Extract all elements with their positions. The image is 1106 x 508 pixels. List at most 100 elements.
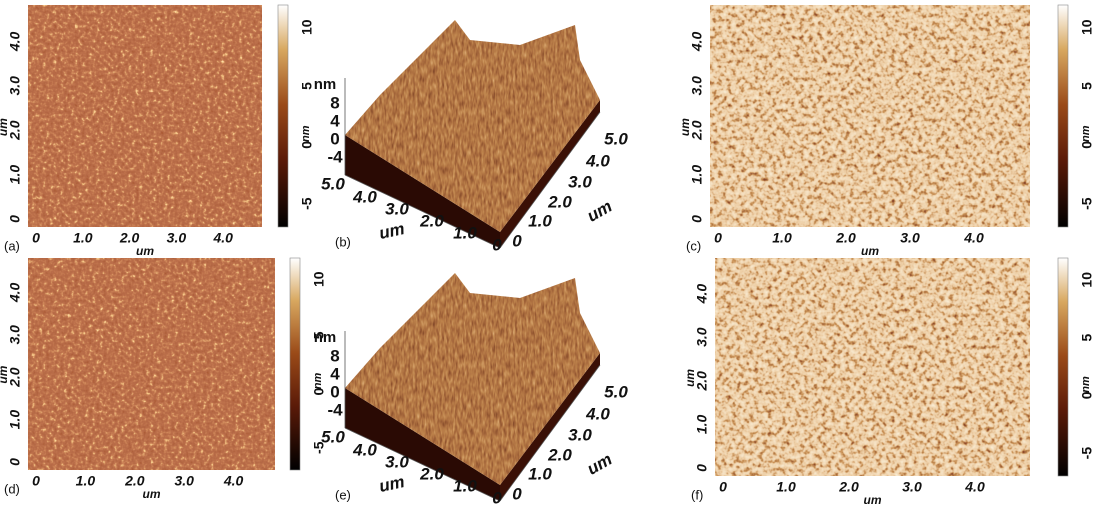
z-tick-label: 4 xyxy=(330,111,340,130)
z-tick-label: 0 xyxy=(330,382,339,401)
panel-label: (f) xyxy=(691,487,703,502)
right-tick-label: 0 xyxy=(512,484,522,503)
x-tick-label: 3.0 xyxy=(167,230,187,246)
left-tick-label: 2.0 xyxy=(419,211,444,230)
left-tick-label: 1.0 xyxy=(453,476,477,495)
figure: 01.02.03.04.0um01.02.03.04.0um(a)1050-5n… xyxy=(0,0,1106,508)
z-axis-title: nm xyxy=(314,76,337,93)
left-axis-title: um xyxy=(377,472,406,496)
right-tick-label: 3.0 xyxy=(568,172,592,191)
x-tick-label: 3.0 xyxy=(900,230,920,246)
x-axis-title: um xyxy=(136,244,154,258)
y-axis-title: um xyxy=(683,369,697,387)
x-tick-label: 3.0 xyxy=(174,473,194,489)
colorbar-tick-label: 10 xyxy=(299,19,315,35)
panel-label: (e) xyxy=(335,487,351,502)
left-axis-title: um xyxy=(377,219,406,243)
left-tick-label: 5.0 xyxy=(321,174,345,193)
y-tick-label: 3.0 xyxy=(7,325,23,345)
left-tick-label: 3.0 xyxy=(385,199,409,218)
right-tick-label: 1.0 xyxy=(528,211,552,230)
right-tick-label: 4.0 xyxy=(585,151,610,170)
y-axis-title: um xyxy=(0,365,10,383)
right-tick-label: 5.0 xyxy=(604,382,628,401)
z-axis-title: nm xyxy=(314,329,337,346)
x-tick-label: 1.0 xyxy=(76,473,96,489)
z-tick-label: 8 xyxy=(330,93,339,112)
x-tick-label: 3.0 xyxy=(902,479,922,495)
z-tick-label: 4 xyxy=(330,364,340,383)
x-tick-label: 4.0 xyxy=(964,479,985,495)
x-tick-label: 1.0 xyxy=(776,479,796,495)
left-tick-label: 0 xyxy=(492,488,502,507)
y-tick-label: 4.0 xyxy=(689,31,705,52)
y-tick-label: 4.0 xyxy=(694,284,710,305)
y-tick-label: 4.0 xyxy=(7,31,23,52)
afm-image xyxy=(715,258,1030,476)
left-tick-label: 2.0 xyxy=(419,464,444,483)
colorbar-tick-label: 5 xyxy=(1079,333,1095,341)
x-tick-label: 2.0 xyxy=(838,479,859,495)
x-tick-label: 4.0 xyxy=(212,230,233,246)
right-axis-title: um xyxy=(584,450,616,479)
panel-label: (c) xyxy=(686,238,701,253)
z-tick-label: 0 xyxy=(330,129,339,148)
left-tick-label: 4.0 xyxy=(352,440,377,459)
y-tick-label: 1.0 xyxy=(694,414,710,434)
colorbar-tick-label: 5 xyxy=(299,82,315,90)
left-tick-label: 4.0 xyxy=(352,187,377,206)
right-tick-label: 4.0 xyxy=(585,404,610,423)
colorbar-unit: nm xyxy=(300,125,312,142)
colorbar xyxy=(278,5,288,227)
colorbar-tick-label: 5 xyxy=(1079,82,1095,90)
y-tick-label: 3.0 xyxy=(7,76,23,96)
y-tick-label: 0 xyxy=(689,215,705,223)
right-tick-label: 2.0 xyxy=(547,192,572,211)
colorbar-tick-label: 10 xyxy=(1079,19,1095,35)
panel-label: (a) xyxy=(4,238,20,253)
colorbar-tick-label: -5 xyxy=(1079,197,1095,210)
x-tick-label: 0 xyxy=(719,479,727,495)
right-tick-label: 2.0 xyxy=(547,445,572,464)
right-tick-label: 5.0 xyxy=(604,129,628,148)
afm-image xyxy=(28,258,275,470)
x-tick-label: 0 xyxy=(32,473,40,489)
x-tick-label: 0 xyxy=(714,230,722,246)
x-tick-label: 1.0 xyxy=(772,230,792,246)
right-tick-label: 1.0 xyxy=(528,464,552,483)
colorbar xyxy=(290,258,300,470)
left-tick-label: 0 xyxy=(492,235,502,254)
x-tick-label: 1.0 xyxy=(73,230,93,246)
x-axis-title: um xyxy=(861,244,879,258)
colorbar-tick-label: -5 xyxy=(1079,447,1095,460)
y-tick-label: 3.0 xyxy=(694,327,710,347)
z-tick-label: 8 xyxy=(330,346,339,365)
z-tick-label: -4 xyxy=(327,147,343,166)
colorbar-unit: nm xyxy=(312,372,324,389)
x-tick-label: 2.0 xyxy=(835,230,856,246)
y-tick-label: 0 xyxy=(694,464,710,472)
x-axis-title: um xyxy=(864,493,882,507)
y-tick-label: 0 xyxy=(7,215,23,223)
colorbar-unit: nm xyxy=(1080,376,1092,393)
x-tick-label: 4.0 xyxy=(223,473,244,489)
y-axis-title: um xyxy=(0,118,10,136)
x-axis-title: um xyxy=(143,487,161,501)
panel-label: (d) xyxy=(4,481,20,496)
y-tick-label: 4.0 xyxy=(7,282,23,303)
colorbar-tick-label: 10 xyxy=(311,271,327,287)
y-tick-label: 1.0 xyxy=(7,410,23,430)
colorbar-tick-label: 10 xyxy=(1079,272,1095,288)
colorbar-unit: nm xyxy=(1080,125,1092,142)
y-tick-label: 3.0 xyxy=(689,76,705,96)
x-tick-label: 4.0 xyxy=(963,230,984,246)
left-tick-label: 5.0 xyxy=(321,427,345,446)
y-tick-label: 0 xyxy=(7,458,23,466)
y-tick-label: 1.0 xyxy=(7,165,23,185)
left-tick-label: 1.0 xyxy=(453,223,477,242)
panel-label: (b) xyxy=(335,234,351,249)
afm-image xyxy=(28,5,262,227)
z-tick-label: -4 xyxy=(327,400,343,419)
